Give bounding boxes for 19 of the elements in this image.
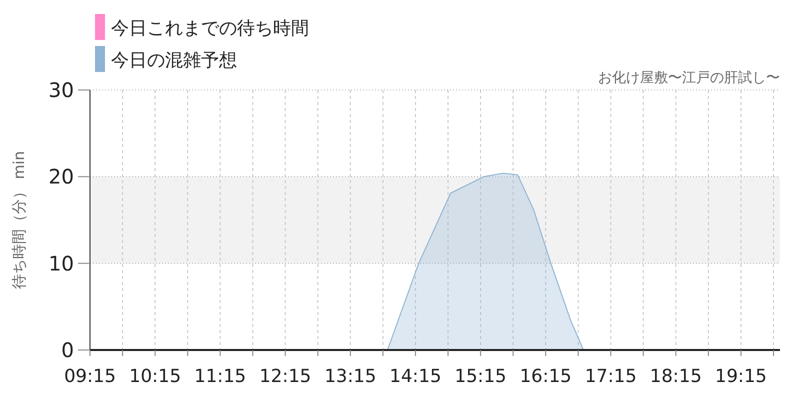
x-tick-label: 09:15 <box>64 366 116 387</box>
y-tick-label: 10 <box>48 251 74 276</box>
chart-subtitle: お化け屋敷〜江戸の肝試し〜 <box>598 70 780 86</box>
x-tick-label: 16:15 <box>520 366 572 387</box>
x-tick-label: 13:15 <box>324 366 376 387</box>
x-tick-label: 19:15 <box>715 366 767 387</box>
x-tick-label: 11:15 <box>194 366 246 387</box>
y-tick-label: 0 <box>61 338 74 362</box>
x-tick-label: 12:15 <box>259 366 312 387</box>
legend-label: 今日これまでの待ち時間 <box>111 18 309 39</box>
y-tick-label: 20 <box>48 164 74 189</box>
y-axis-title: 待ち時間（分） min <box>10 150 28 290</box>
x-tick-label: 10:15 <box>129 366 182 387</box>
x-tick-label: 14:15 <box>390 366 442 387</box>
x-tick-label: 15:15 <box>454 366 507 387</box>
legend-label: 今日の混雑予想 <box>111 50 237 71</box>
x-tick-label: 17:15 <box>584 366 637 387</box>
y-tick-label: 30 <box>48 78 74 102</box>
x-tick-label: 18:15 <box>650 366 702 387</box>
